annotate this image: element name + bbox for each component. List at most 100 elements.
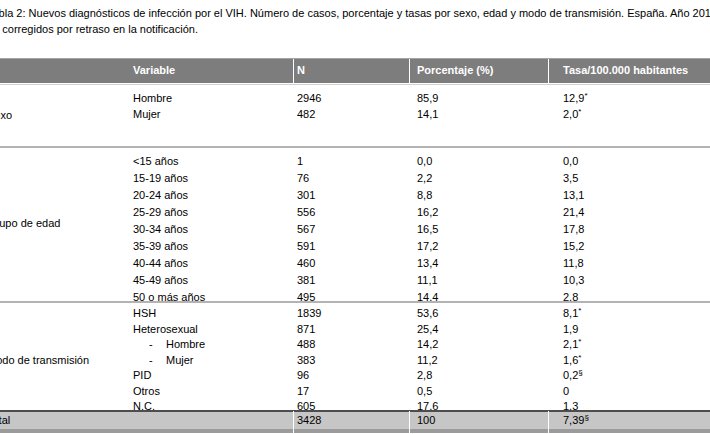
cell-rate: 11,8: [563, 255, 584, 272]
table-row: Heterosexual 871 25,4 1,9: [0, 322, 710, 338]
cell-variable: Hombre: [166, 337, 205, 353]
table-row: <15 años 1 0,0 0,0: [0, 153, 710, 170]
cell-pct: 85,9: [417, 90, 438, 106]
footnote-marker: §: [584, 413, 588, 422]
section-sexo: Hombre 2946 85,9 12,9* Mujer 482 14,1 2,…: [0, 90, 710, 122]
cell-n: 2946: [297, 90, 321, 106]
total-label: Total: [0, 412, 10, 429]
cell-rate: 8,1*: [563, 306, 581, 322]
cell-pct: 2,8: [417, 368, 432, 384]
cell-variable: Heterosexual: [133, 322, 198, 338]
cell-rate: 2,1*: [563, 337, 581, 353]
cell-rate: 0: [563, 384, 569, 400]
table-row: 40-44 años 460 13,4 11,8: [0, 255, 710, 272]
cell-rate: 3,5: [563, 170, 578, 187]
section-divider: [0, 146, 710, 148]
header-cell-pct: Porcentaje (%): [417, 59, 493, 82]
cell-n: 383: [297, 353, 315, 369]
cell-pct: 11,2: [417, 353, 438, 369]
cell-variable: 45-49 años: [133, 272, 188, 289]
cell-n: 17: [297, 384, 309, 400]
table-row: 15-19 años 76 2,2 3,5: [0, 170, 710, 187]
table-row: Hombre 2946 85,9 12,9*: [0, 90, 710, 106]
header-divider: [293, 59, 294, 83]
cell-pct: 14,1: [417, 106, 438, 122]
table-row: 35-39 años 591 17,2 15,2: [0, 238, 710, 255]
cell-variable: PID: [133, 368, 151, 384]
cell-rate: 17,8: [563, 221, 584, 238]
footnote-marker: *: [578, 107, 581, 116]
total-row: Total 3428 100 7,39§: [0, 412, 710, 429]
cell-n: 301: [297, 187, 315, 204]
cell-n: 1: [297, 153, 303, 170]
cell-variable: Otros: [133, 384, 160, 400]
table-row: 30-34 años 567 16,5 17,8: [0, 221, 710, 238]
section-modo-transmision: HSH 1839 53,6 8,1* Heterosexual 871 25,4…: [0, 306, 710, 415]
cell-rate: 0,0: [563, 153, 578, 170]
cell-pct: 17,2: [417, 238, 438, 255]
cell-n: 556: [297, 204, 315, 221]
caption-line-2: no corregidos por retraso en la notifica…: [0, 21, 710, 37]
section-grupo-edad: <15 años 1 0,0 0,0 15-19 años 76 2,2 3,5…: [0, 153, 710, 306]
total-divider: [409, 411, 410, 433]
header-bottom-rule: [0, 84, 710, 85]
cell-n: 76: [297, 170, 309, 187]
total-n: 3428: [297, 412, 321, 429]
table-row: 50 o más años 495 14,4 2,8: [0, 289, 710, 306]
header-cell-rate: Tasa/100.000 habitantes: [563, 59, 688, 82]
cell-pct: 25,4: [417, 322, 438, 338]
cell-pct: 14,2: [417, 337, 438, 353]
header-cell-variable: Variable: [133, 59, 175, 82]
table-row: Mujer 482 14,1 2,0*: [0, 106, 710, 122]
cell-variable: 50 o más años: [133, 289, 205, 306]
cell-variable: HSH: [133, 306, 156, 322]
table-header-row: Variable N Porcentaje (%) Tasa/100.000 h…: [0, 58, 710, 83]
cell-variable: 20-24 años: [133, 187, 188, 204]
cell-n: 96: [297, 368, 309, 384]
cell-rate: 13,1: [563, 187, 584, 204]
list-dash: -: [149, 353, 153, 369]
cell-n: 871: [297, 322, 315, 338]
header-divider: [409, 59, 410, 83]
cell-n: 495: [297, 289, 315, 306]
cell-n: 381: [297, 272, 315, 289]
total-pct: 100: [417, 412, 435, 429]
cell-rate: 1,9: [563, 322, 578, 338]
footnote-marker: *: [578, 353, 581, 362]
table-caption: Tabla 2: Nuevos diagnósticos de infecció…: [0, 5, 710, 37]
cell-pct: 16,5: [417, 221, 438, 238]
cell-n: 460: [297, 255, 315, 272]
cell-pct: 0,5: [417, 384, 432, 400]
table-row: - Mujer 383 11,2 1,6*: [0, 353, 710, 369]
cell-pct: 14,4: [417, 289, 438, 306]
cell-rate: 2,0*: [563, 106, 581, 122]
cell-n: 482: [297, 106, 315, 122]
cell-variable: Mujer: [166, 353, 194, 369]
cell-pct: 0,0: [417, 153, 432, 170]
cell-rate: 1,6*: [563, 353, 581, 369]
cell-variable: Mujer: [133, 106, 161, 122]
footnote-marker: *: [578, 337, 581, 346]
cell-variable: Hombre: [133, 90, 172, 106]
cell-rate: 2,8: [563, 289, 578, 306]
cell-n: 567: [297, 221, 315, 238]
footnote-marker: §: [578, 368, 582, 377]
table-row: PID 96 2,8 0,2§: [0, 368, 710, 384]
cell-rate: 10,3: [563, 272, 584, 289]
cell-pct: 8,8: [417, 187, 432, 204]
cell-pct: 16,2: [417, 204, 438, 221]
document-page: Tabla 2: Nuevos diagnósticos de infecció…: [0, 0, 710, 434]
cell-variable: 15-19 años: [133, 170, 188, 187]
cell-variable: 30-34 años: [133, 221, 188, 238]
table-row: - Hombre 488 14,2 2,1*: [0, 337, 710, 353]
footnote-marker: *: [578, 306, 581, 315]
table-row: Otros 17 0,5 0: [0, 384, 710, 400]
cell-pct: 13,4: [417, 255, 438, 272]
cell-n: 488: [297, 337, 315, 353]
cell-variable: 25-29 años: [133, 204, 188, 221]
caption-line-1: Tabla 2: Nuevos diagnósticos de infecció…: [0, 5, 710, 21]
total-divider: [293, 411, 294, 433]
cell-n: 591: [297, 238, 315, 255]
cell-rate: 21,4: [563, 204, 584, 221]
cell-n: 1839: [297, 306, 321, 322]
